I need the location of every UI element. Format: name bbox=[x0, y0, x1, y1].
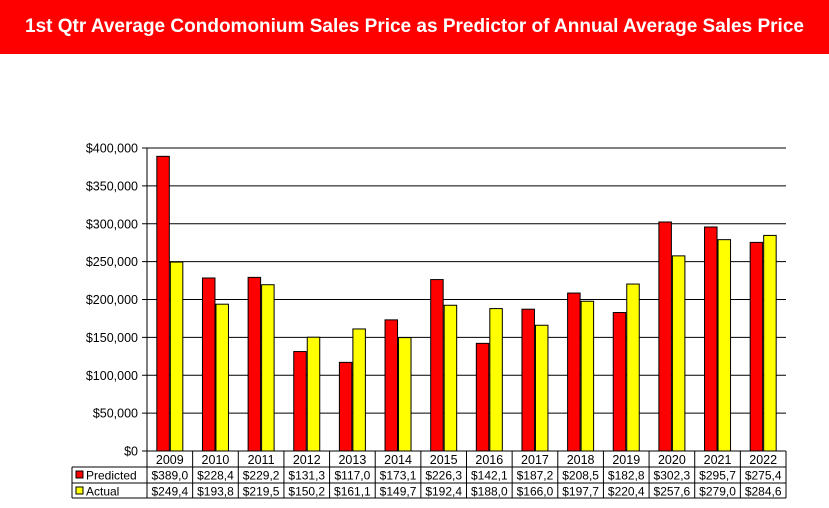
table-cell-actual: $150,2 bbox=[288, 485, 325, 499]
bar-predicted-2015 bbox=[430, 279, 444, 452]
x-tick-label: 2015 bbox=[430, 453, 458, 467]
x-tick-label: 2020 bbox=[658, 453, 686, 467]
x-tick-label: 2011 bbox=[248, 453, 275, 467]
bar-predicted-2013 bbox=[338, 361, 353, 452]
table-cell-predicted: $182,8 bbox=[608, 469, 645, 483]
x-tick-label: 2012 bbox=[293, 453, 321, 467]
table-cell-predicted: $275,4 bbox=[745, 469, 782, 483]
table-cell-predicted: $228,4 bbox=[197, 469, 234, 483]
x-tick-label: 2010 bbox=[202, 453, 230, 467]
table-cell-predicted: $173,1 bbox=[380, 469, 417, 483]
bar-predicted-2009 bbox=[156, 155, 170, 452]
bar-predicted-2012 bbox=[293, 351, 307, 452]
table-cell-actual: $149,7 bbox=[380, 485, 417, 499]
table-cell-predicted: $187,2 bbox=[517, 469, 554, 483]
x-tick-label: 2021 bbox=[704, 453, 732, 467]
bar-actual-2010 bbox=[215, 303, 229, 452]
bar-actual-2015 bbox=[443, 304, 458, 452]
table-cell-actual: $161,1 bbox=[334, 485, 371, 499]
y-tick-label: $350,000 bbox=[86, 179, 138, 193]
bar-actual-2014 bbox=[398, 337, 412, 452]
table-cell-predicted: $302,3 bbox=[654, 469, 691, 483]
table-cell-actual: $219,5 bbox=[243, 485, 280, 499]
chart-title-bar: 1st Qtr Average Condomonium Sales Price … bbox=[0, 0, 829, 54]
table-cell-actual: $279,0 bbox=[699, 485, 736, 499]
bar-actual-2011 bbox=[261, 284, 275, 452]
bar-actual-2016 bbox=[489, 308, 503, 452]
table-cell-actual: $249,4 bbox=[151, 485, 188, 499]
table-cell-actual: $166,0 bbox=[517, 485, 554, 499]
table-cell-predicted: $142,1 bbox=[471, 469, 508, 483]
y-tick-label: $200,000 bbox=[86, 293, 138, 307]
x-tick-label: 2017 bbox=[521, 453, 549, 467]
bar-actual-2022 bbox=[763, 234, 777, 452]
table-cell-predicted: $131,3 bbox=[288, 469, 325, 483]
bar-predicted-2019 bbox=[612, 312, 627, 452]
bar-predicted-2022 bbox=[749, 241, 764, 452]
bar-actual-2013 bbox=[352, 328, 366, 452]
table-cell-predicted: $295,7 bbox=[699, 469, 736, 483]
y-tick-label: $100,000 bbox=[86, 369, 138, 383]
bar-predicted-2017 bbox=[521, 308, 535, 452]
bar-actual-2021 bbox=[717, 239, 732, 452]
x-tick-label: 2013 bbox=[338, 453, 366, 467]
table-cell-actual: $284,6 bbox=[745, 485, 782, 499]
y-tick-label: $0 bbox=[124, 445, 138, 459]
legend-key-actual bbox=[75, 486, 84, 495]
x-tick-label: 2009 bbox=[156, 453, 184, 467]
table-cell-predicted: $229,2 bbox=[243, 469, 280, 483]
table-cell-actual: $197,7 bbox=[562, 485, 599, 499]
legend-label-predicted: Predicted bbox=[86, 469, 137, 483]
bar-actual-2019 bbox=[626, 283, 640, 452]
table-cell-predicted: $226,3 bbox=[425, 469, 462, 483]
y-tick-label: $400,000 bbox=[86, 142, 138, 156]
x-tick-label: 2016 bbox=[475, 453, 503, 467]
bar-predicted-2011 bbox=[247, 276, 262, 452]
legend-label-actual: Actual bbox=[86, 485, 119, 499]
table-cell-predicted: $389,0 bbox=[151, 469, 188, 483]
legend-key-predicted bbox=[75, 470, 84, 479]
table-cell-actual: $193,8 bbox=[197, 485, 234, 499]
bar-actual-2017 bbox=[534, 324, 549, 452]
x-tick-label: 2014 bbox=[384, 453, 412, 467]
x-tick-label: 2018 bbox=[567, 453, 595, 467]
x-tick-label: 2022 bbox=[749, 453, 777, 467]
table-cell-actual: $257,6 bbox=[654, 485, 691, 499]
bar-predicted-2014 bbox=[384, 319, 399, 452]
bar-actual-2009 bbox=[169, 261, 184, 452]
y-tick-label: $300,000 bbox=[86, 217, 138, 231]
table-cell-actual: $188,0 bbox=[471, 485, 508, 499]
bar-predicted-2016 bbox=[475, 342, 490, 452]
y-tick-label: $50,000 bbox=[93, 407, 138, 421]
bar-actual-2018 bbox=[580, 300, 595, 452]
bar-predicted-2020 bbox=[658, 221, 672, 452]
x-tick-label: 2019 bbox=[612, 453, 640, 467]
table-cell-actual: $220,4 bbox=[608, 485, 645, 499]
table-cell-predicted: $208,5 bbox=[562, 469, 599, 483]
bar-predicted-2021 bbox=[704, 226, 718, 452]
bar-actual-2012 bbox=[306, 336, 321, 452]
bar-actual-2020 bbox=[671, 255, 686, 452]
bar-predicted-2010 bbox=[201, 277, 216, 452]
y-tick-label: $150,000 bbox=[86, 331, 138, 345]
bar-predicted-2018 bbox=[567, 292, 581, 452]
chart-title: 1st Qtr Average Condomonium Sales Price … bbox=[25, 16, 804, 37]
table-cell-actual: $192,4 bbox=[425, 485, 462, 499]
y-tick-label: $250,000 bbox=[86, 255, 138, 269]
table-cell-predicted: $117,0 bbox=[334, 469, 370, 483]
